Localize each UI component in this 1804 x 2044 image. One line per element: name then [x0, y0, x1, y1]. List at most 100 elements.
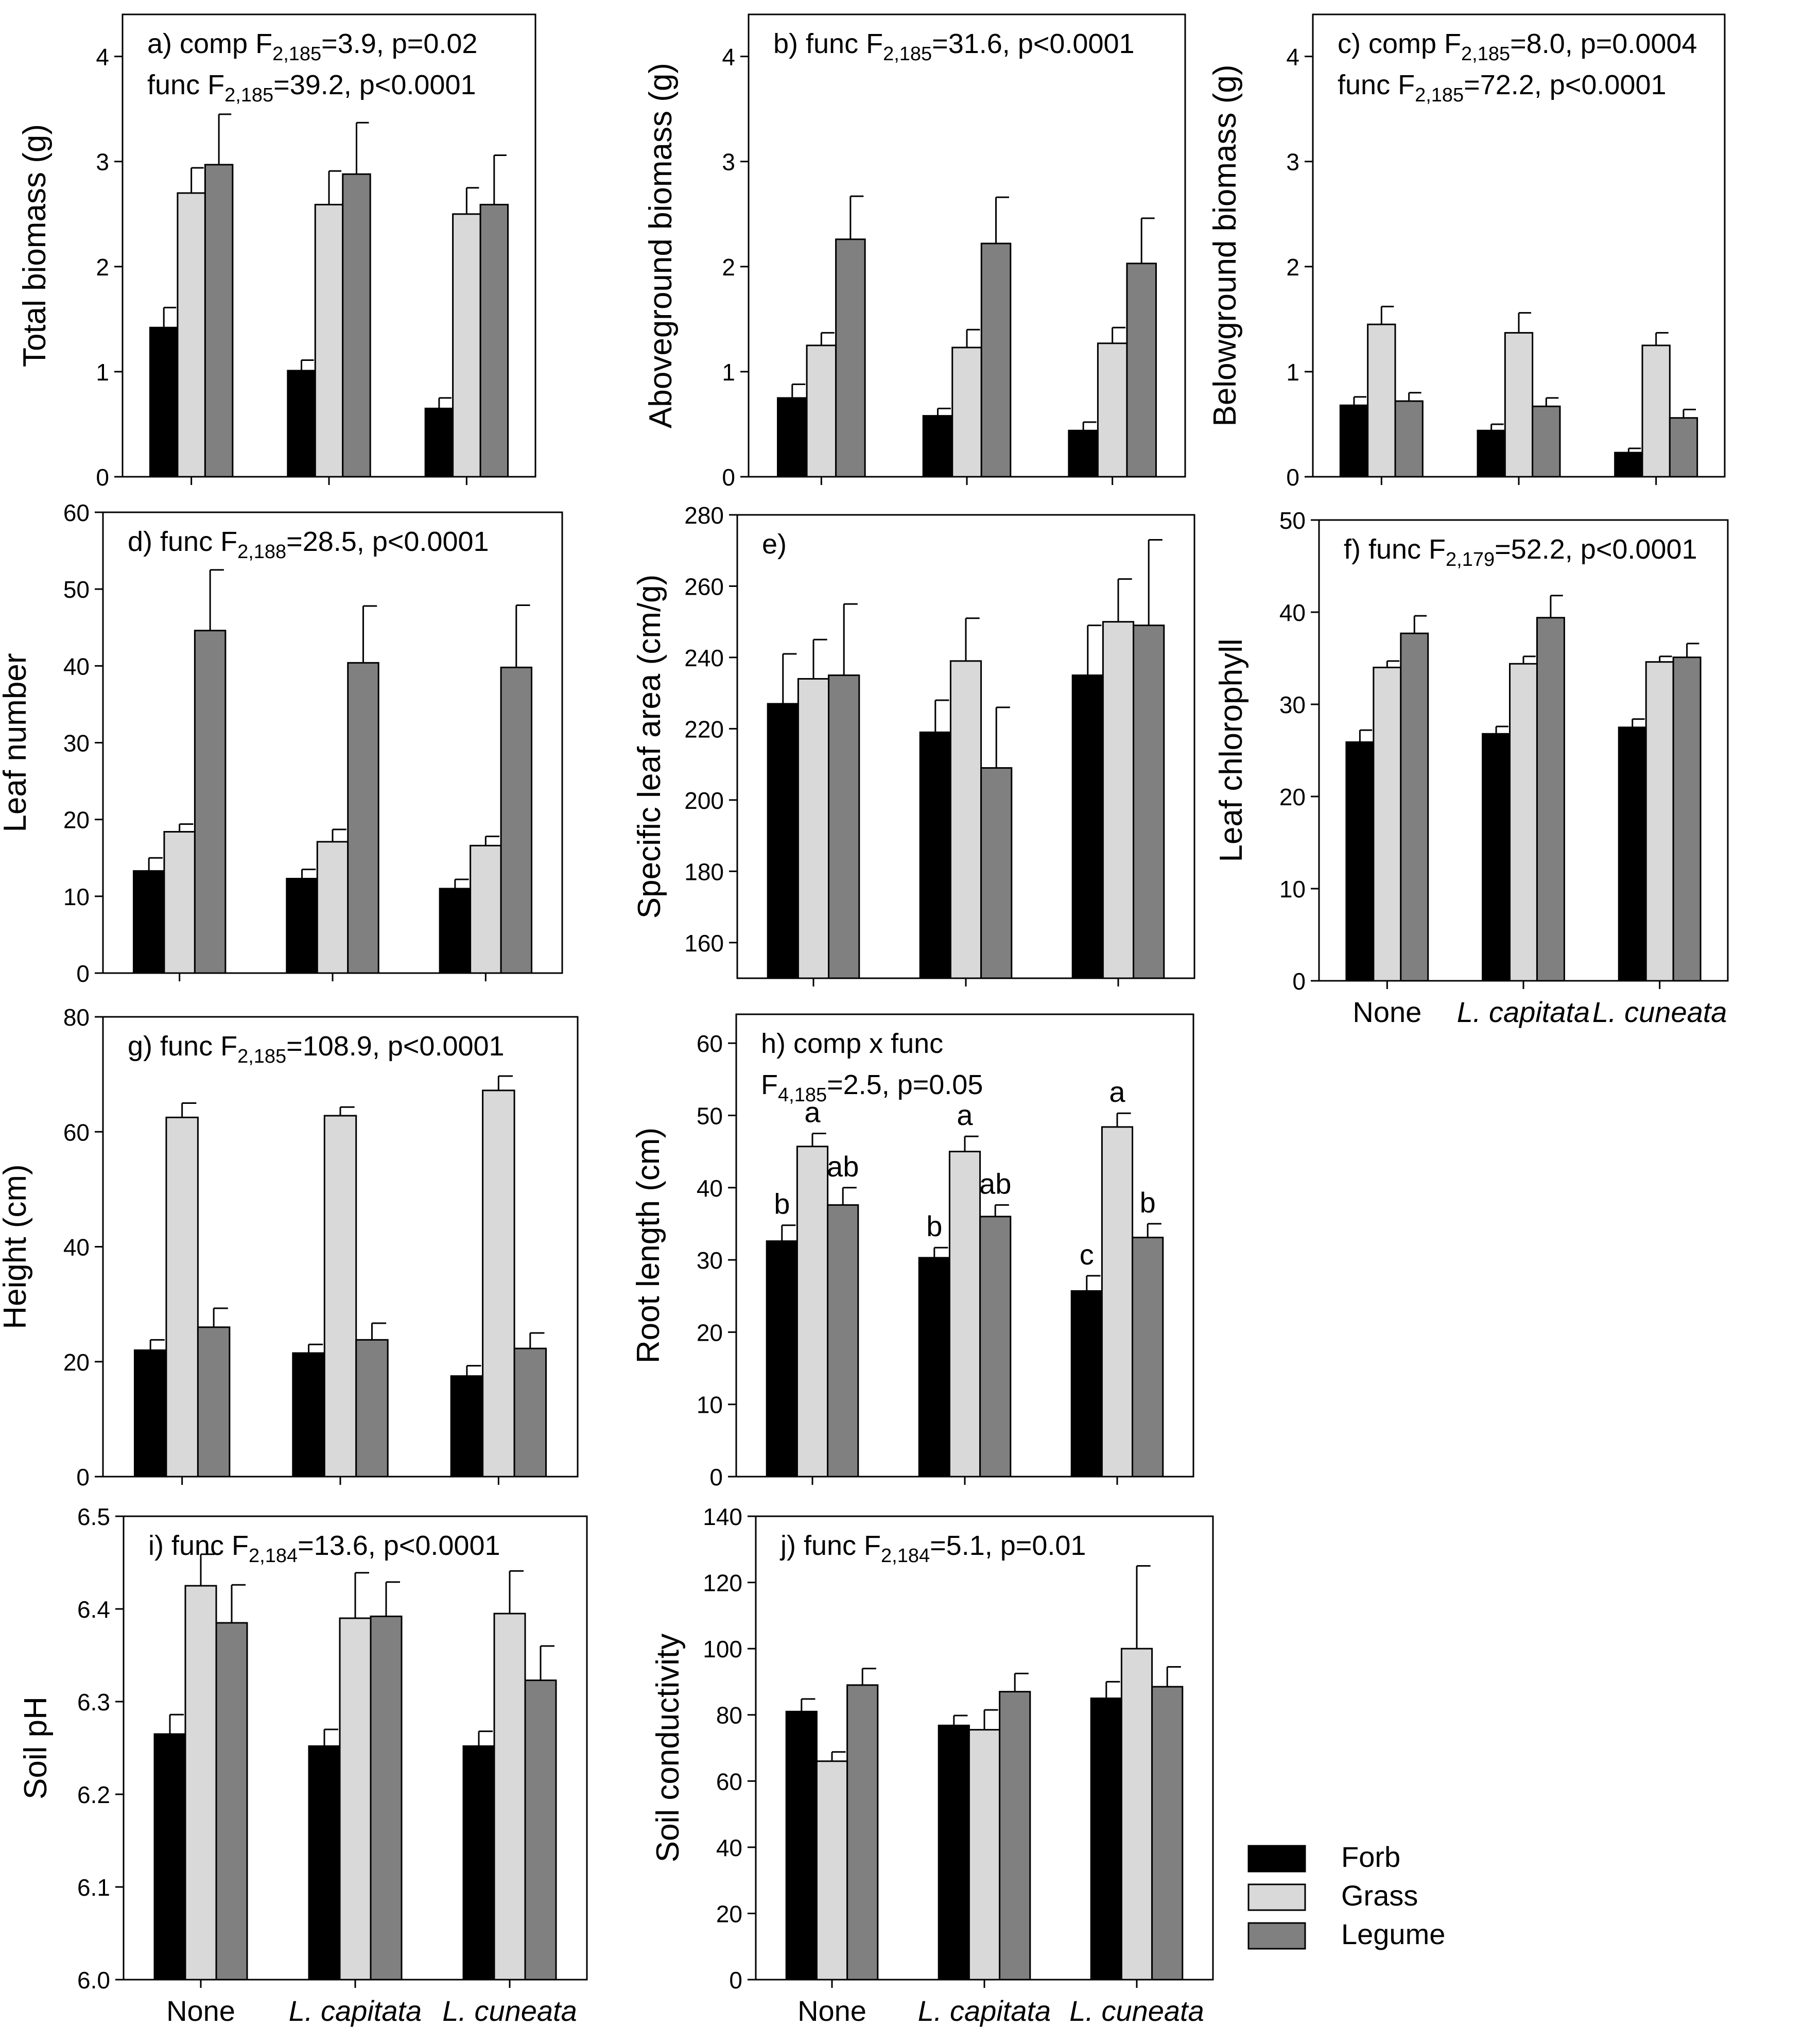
y-tick-label-i: 6.5	[77, 1503, 110, 1530]
panel-d: 0 10 20 30 40 50 60 Leaf number d) func F2,188=2…	[0, 499, 563, 987]
bar-grass-cun-j	[1120, 1648, 1153, 1981]
y-tick-label-g: 0	[76, 1464, 90, 1491]
y-tick-label-e: 200	[684, 787, 724, 814]
bar-forb-cun-b	[1068, 429, 1099, 478]
bar-legume-cap-h	[979, 1216, 1012, 1478]
y-tick-label-e: 220	[684, 716, 724, 742]
panel-i: 6.0 6.1 6.2 6.3 6.4 6.5 Soil pH None L. capitata…	[18, 1503, 588, 2027]
bar-forb-cap-j	[938, 1724, 970, 1981]
legend-swatch-grass	[1247, 1883, 1306, 1911]
y-tick-label-c: 0	[1286, 464, 1299, 491]
y-tick-label-d: 0	[76, 960, 90, 987]
y-tick-label-h: 60	[697, 1030, 723, 1057]
y-tick-label-b: 3	[722, 149, 735, 176]
sig-letter-grass-cap-h: a	[957, 1099, 973, 1131]
annotation-b-0: b) func F2,185=31.6, p<0.0001	[773, 28, 1135, 65]
bar-legume-cap-b	[980, 242, 1012, 478]
bar-grass-none-b	[806, 344, 837, 478]
bar-grass-cap-j	[968, 1729, 1001, 1981]
y-axis-label-h: Root length (cm)	[631, 1128, 666, 1363]
bar-forb-cun-c	[1614, 452, 1643, 478]
bar-forb-cap-b	[922, 415, 953, 478]
y-tick-label-d: 60	[63, 499, 90, 526]
sig-letter-legume-cap-h: ab	[979, 1167, 1011, 1200]
bar-legume-cap-i	[370, 1615, 403, 1981]
bar-grass-none-g	[165, 1116, 199, 1478]
y-tick-label-f: 10	[1279, 876, 1306, 903]
bar-legume-none-b	[835, 238, 866, 478]
y-axis-label-g: Height (cm)	[0, 1164, 33, 1329]
legend: Forb Grass Legume	[1247, 1841, 1445, 1950]
y-tick-label-j: 40	[716, 1834, 742, 1861]
y-tick-label-a: 4	[96, 44, 109, 71]
y-tick-label-d: 50	[63, 576, 90, 603]
y-tick-label-i: 6.2	[77, 1781, 110, 1808]
y-axis-label-j: Soil conductivity	[650, 1634, 686, 1863]
bar-forb-none-c	[1339, 404, 1369, 478]
y-tick-label-j: 20	[716, 1900, 742, 1927]
bar-legume-none-e	[828, 674, 860, 979]
bar-forb-none-j	[785, 1710, 818, 1981]
bar-grass-cap-c	[1504, 332, 1534, 478]
bar-forb-cun-d	[439, 888, 472, 974]
bar-legume-cun-h	[1132, 1237, 1164, 1478]
bar-forb-cun-j	[1090, 1697, 1122, 1981]
annotation-i-0: i) func F2,184=13.6, p<0.0001	[148, 1530, 500, 1567]
sig-letter-forb-none-h: b	[774, 1188, 790, 1220]
y-tick-label-e: 180	[684, 858, 724, 885]
bar-grass-none-h	[796, 1146, 829, 1478]
bar-forb-none-b	[777, 397, 808, 478]
y-tick-label-e: 240	[684, 645, 724, 671]
bar-grass-cun-a	[452, 213, 481, 478]
bar-grass-cap-b	[951, 347, 982, 478]
bar-grass-cap-h	[948, 1151, 981, 1478]
annotation-a-1: func F2,185=39.2, p<0.0001	[147, 70, 476, 106]
bar-forb-cap-d	[286, 878, 318, 974]
y-tick-label-a: 0	[96, 464, 109, 491]
annotation-e-0: e)	[762, 529, 787, 560]
y-tick-label-j: 140	[703, 1503, 742, 1530]
bar-forb-cun-i	[462, 1745, 495, 1981]
y-tick-label-b: 2	[722, 254, 735, 281]
bar-forb-cun-g	[450, 1375, 484, 1478]
bar-forb-cun-a	[424, 407, 454, 478]
y-tick-label-g: 80	[63, 1004, 90, 1031]
y-tick-label-a: 1	[96, 359, 109, 386]
y-tick-label-f: 50	[1279, 507, 1306, 534]
sig-letter-forb-cap-h: b	[926, 1210, 942, 1242]
bar-forb-cap-c	[1477, 429, 1506, 478]
y-axis-label-e: Specific leaf area (cm/g)	[632, 575, 667, 919]
bar-forb-cap-f	[1482, 733, 1511, 982]
bar-grass-none-e	[797, 678, 830, 979]
bar-grass-none-c	[1367, 323, 1396, 478]
bar-grass-cun-i	[493, 1613, 526, 1981]
y-tick-label-j: 80	[716, 1702, 742, 1729]
bar-legume-cun-e	[1133, 625, 1165, 979]
y-tick-label-j: 60	[716, 1768, 742, 1795]
bar-grass-cap-i	[339, 1617, 372, 1981]
panel-e: 160 180 200 220 240 260 280 Specific leaf area …	[632, 502, 1195, 986]
annotation-a-0: a) comp F2,185=3.9, p=0.02	[147, 28, 477, 65]
panel-f: 0 10 20 30 40 50 Leaf chlorophyll None L. capita…	[1213, 507, 1729, 1028]
bar-grass-cun-g	[482, 1089, 515, 1478]
y-tick-label-f: 40	[1279, 599, 1306, 626]
annotation-j-0: j) func F2,184=5.1, p=0.01	[779, 1530, 1086, 1567]
bar-grass-none-i	[184, 1585, 217, 1981]
bar-grass-cap-e	[949, 660, 982, 979]
bar-forb-cap-h	[918, 1257, 950, 1478]
bar-forb-none-i	[153, 1733, 186, 1981]
sig-letter-grass-none-h: a	[804, 1096, 821, 1129]
y-tick-label-g: 40	[63, 1234, 90, 1261]
bar-grass-cap-g	[323, 1115, 357, 1478]
bar-forb-cun-h	[1070, 1290, 1103, 1478]
annotation-d-0: d) func F2,188=28.5, p<0.0001	[128, 526, 489, 563]
bar-grass-cap-a	[314, 203, 344, 478]
bar-legume-cun-g	[513, 1347, 547, 1478]
bar-forb-none-a	[149, 326, 179, 478]
sig-letter-legume-cun-h: b	[1140, 1186, 1156, 1219]
y-tick-label-h: 0	[709, 1464, 723, 1491]
bar-forb-none-f	[1345, 741, 1375, 982]
y-tick-label-c: 2	[1286, 254, 1299, 281]
